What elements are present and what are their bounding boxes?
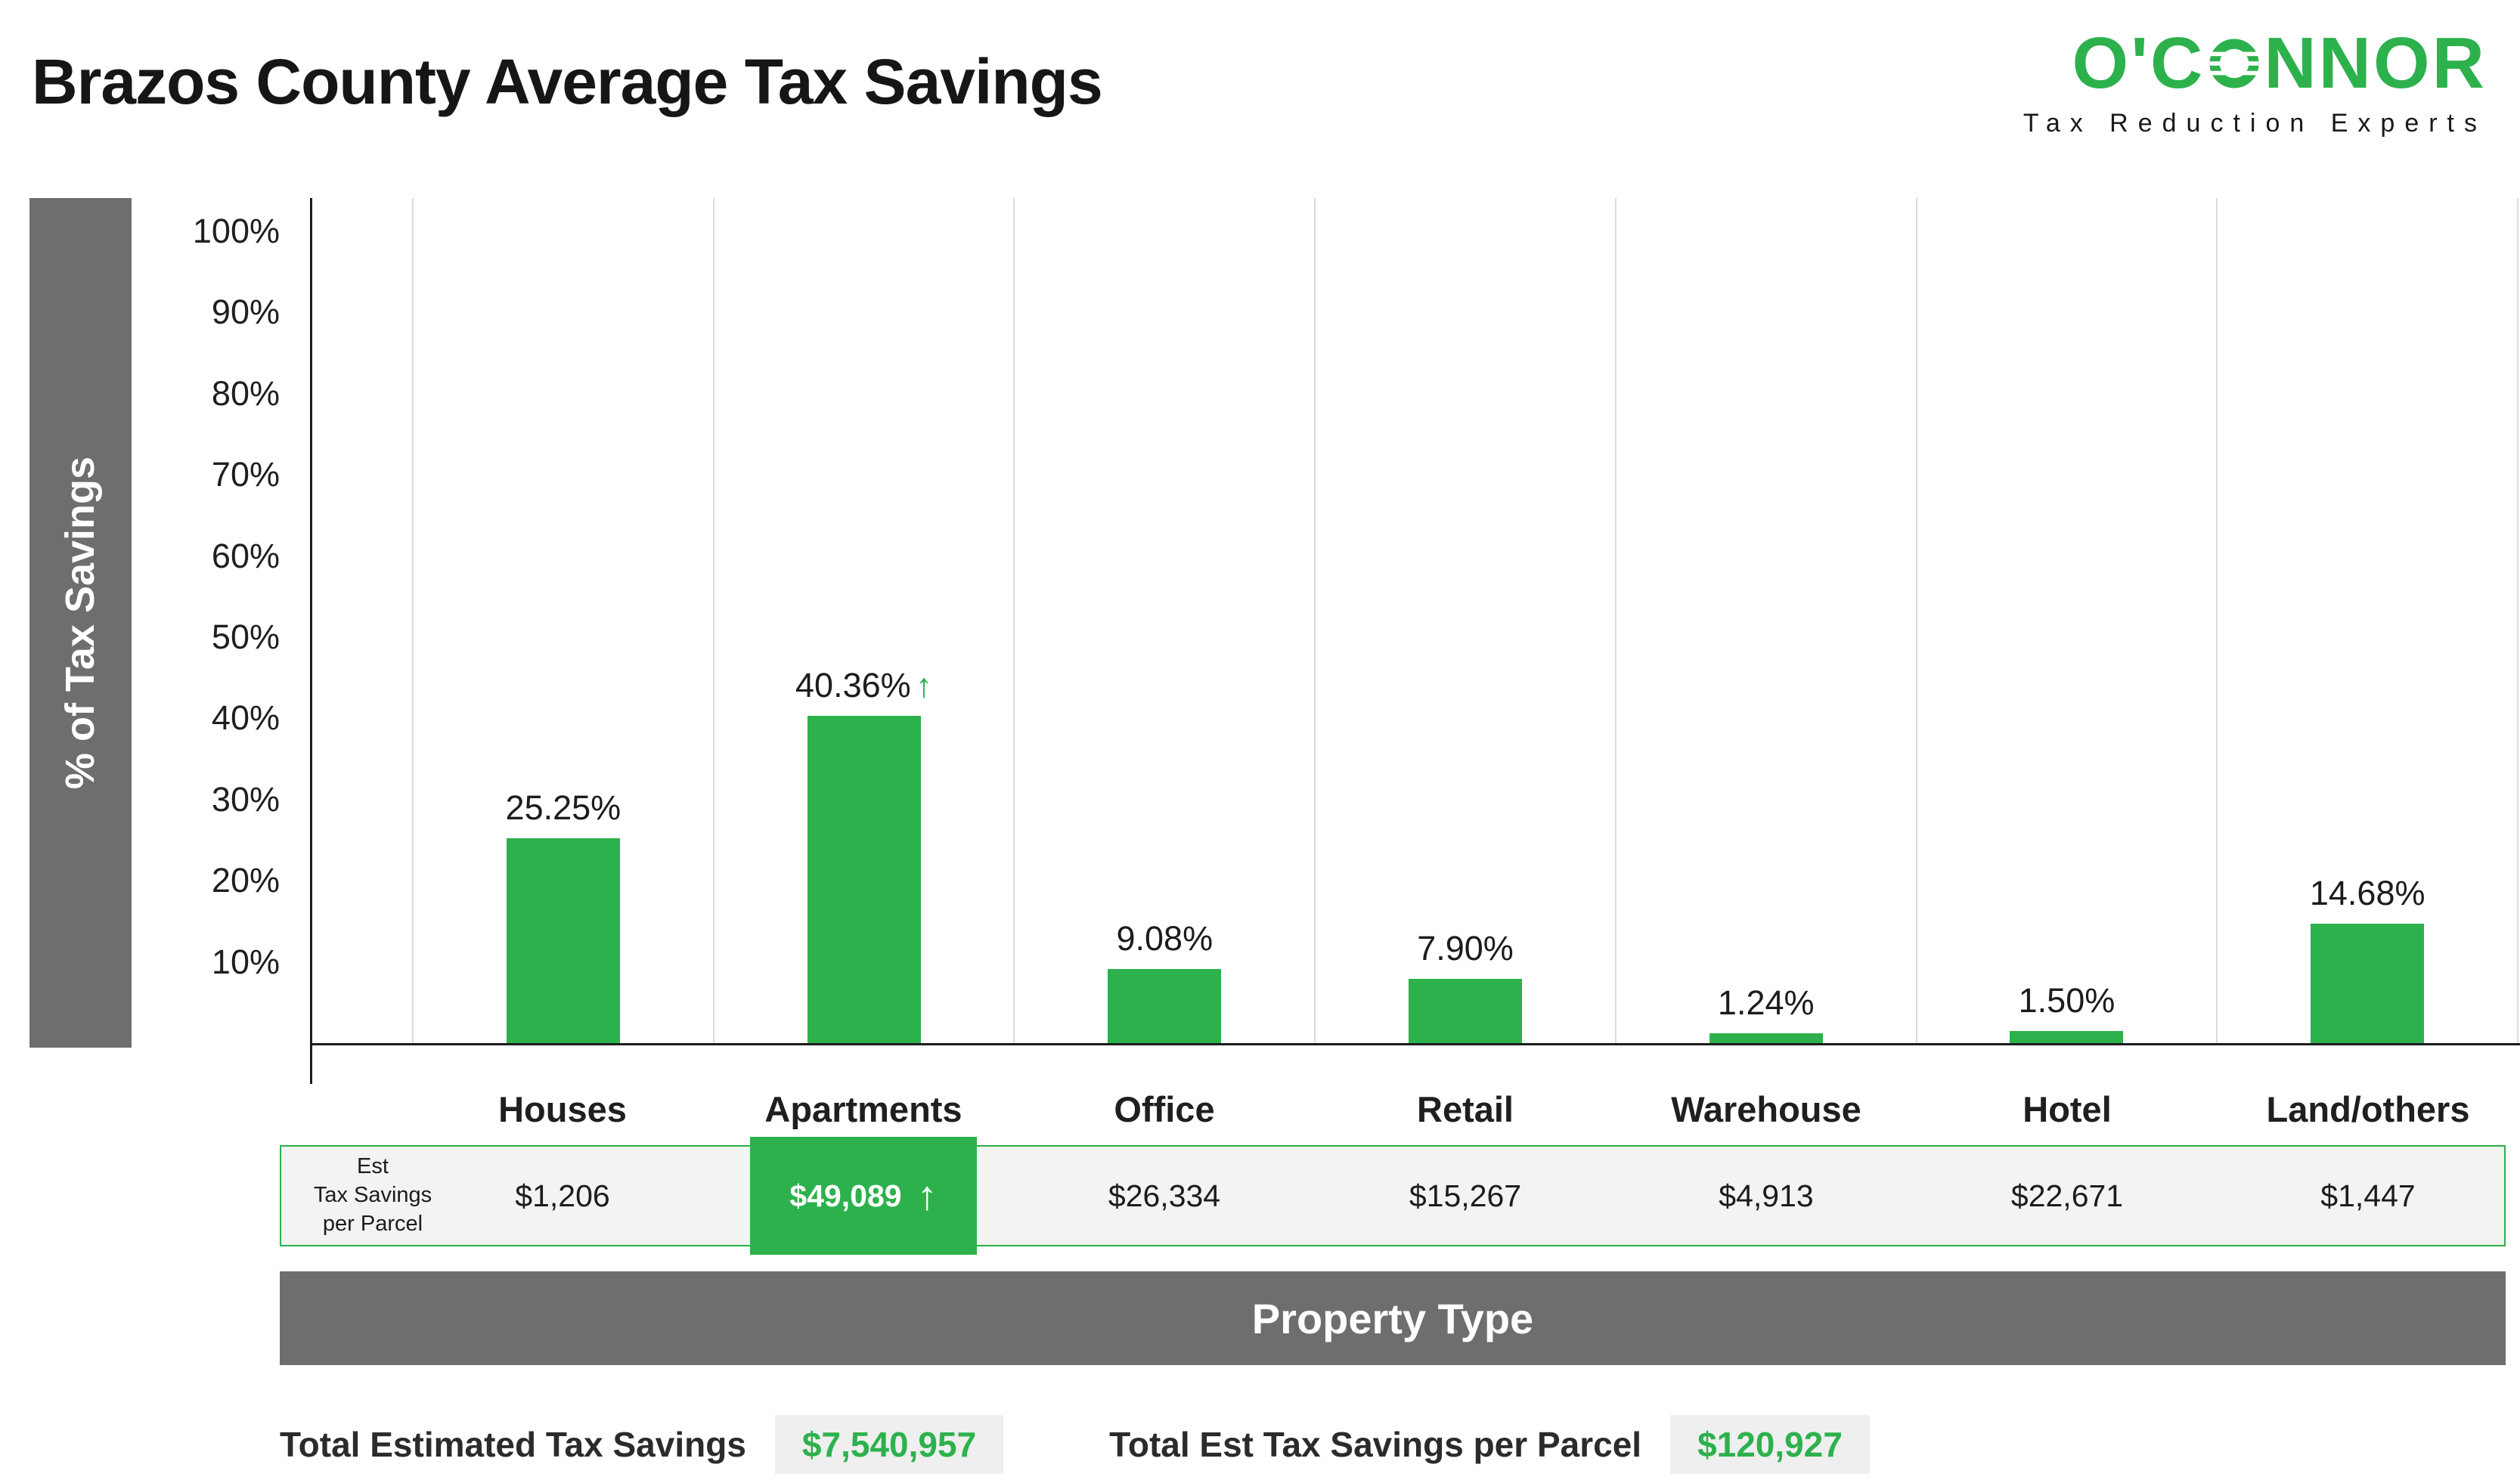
bar-value-text: 9.08% [1116, 919, 1214, 958]
chart-column: 14.68% [2216, 198, 2519, 1043]
y-axis-tick: 80% [211, 374, 280, 413]
chart-column: 40.36% ↑ [712, 198, 1014, 1043]
bar-value-text: 7.90% [1417, 929, 1514, 968]
est-value-text: $49,089 [789, 1178, 902, 1213]
est-value-text: $4,913 [1719, 1178, 1814, 1213]
bar-value-label: 40.36% ↑ [795, 666, 932, 705]
est-value: $1,447 [2218, 1147, 2518, 1245]
category-label: Houses [498, 1089, 627, 1129]
bar-value-label: 1.50% [2019, 981, 2115, 1020]
chart-column: 9.08% [1013, 198, 1314, 1043]
est-value-text: $1,447 [2320, 1178, 2416, 1213]
arrow-up-icon: ↑ [915, 666, 933, 704]
chart-column: 25.25% [412, 198, 713, 1043]
est-label-line: per Parcel [322, 1211, 423, 1236]
bar-value-label: 7.90% [1417, 929, 1514, 968]
y-axis-tick: 20% [211, 861, 280, 899]
y-axis-tick: 30% [211, 780, 280, 819]
totals-row: Total Estimated Tax Savings $7,540,957 T… [280, 1415, 1870, 1474]
category-label: Warehouse [1671, 1089, 1861, 1129]
bar-value-label: 9.08% [1116, 919, 1213, 958]
bar [1108, 969, 1222, 1043]
bar [2010, 1031, 2124, 1043]
x-axis-title-band: Property Type [280, 1271, 2506, 1365]
chart-column: 1.24% [1614, 198, 1916, 1043]
category-label: Retail [1417, 1089, 1514, 1129]
y-axis-tick: 100% [192, 212, 280, 250]
bar-value-text: 40.36% [795, 666, 911, 704]
bar-value-label: 1.24% [1718, 983, 1815, 1023]
bar [1409, 979, 1523, 1043]
y-axis-title: % of Tax Savings [57, 456, 104, 790]
logo-text-pre: O'C [2072, 23, 2205, 104]
bar-value-text: 14.68% [2309, 874, 2425, 912]
bar-value-text: 1.24% [1717, 983, 1815, 1022]
est-label-line: Tax Savings [313, 1183, 432, 1208]
category-label: Hotel [2023, 1089, 2112, 1129]
bar-value-label: 25.25% [506, 788, 621, 828]
logo-wordmark: O'C NNOR [2023, 27, 2487, 100]
chart-column: 7.90% [1314, 198, 1615, 1043]
y-axis-tick: 40% [211, 698, 280, 737]
y-axis-tick: 10% [211, 943, 280, 981]
total-savings-label: Total Estimated Tax Savings [280, 1425, 746, 1464]
bar [506, 838, 620, 1043]
y-axis-tick: 70% [211, 455, 280, 494]
y-axis-tick: 90% [211, 293, 280, 331]
est-value: $22,671 [1917, 1147, 2218, 1245]
bar [807, 716, 921, 1043]
logo-o-icon [2209, 39, 2259, 88]
brand-logo: O'C NNOR Tax Reduction Experts [2023, 27, 2487, 138]
est-value: $1,206 [412, 1147, 713, 1245]
y-axis-tick: 50% [211, 618, 280, 656]
est-savings-row-label: Est Tax Savings per Parcel [286, 1147, 460, 1245]
est-value: $4,913 [1616, 1147, 1917, 1245]
est-value: $26,334 [1014, 1147, 1315, 1245]
chart-column: 1.50% [1915, 198, 2217, 1043]
x-axis-category-labels: Houses Apartments Office Retail Warehous… [412, 1088, 2518, 1130]
total-per-parcel-label: Total Est Tax Savings per Parcel [1109, 1425, 1642, 1464]
page-title: Brazos County Average Tax Savings [32, 46, 1103, 117]
est-value-text: $26,334 [1108, 1178, 1221, 1213]
est-value: $49,089 ↑ [713, 1137, 1014, 1255]
est-value-highlight: $49,089 ↑ [750, 1137, 977, 1255]
est-value-text: $22,671 [2010, 1178, 2124, 1213]
est-value: $15,267 [1315, 1147, 1616, 1245]
est-label-line: Est [357, 1154, 389, 1179]
x-axis-line [310, 1043, 2520, 1045]
plot-area: 25.25% 40.36% ↑ 9.08% 7.90% 1.24% 1.50% 1… [412, 198, 2519, 1043]
bar [1709, 1033, 1823, 1043]
y-axis-title-band: % of Tax Savings [29, 198, 132, 1048]
y-axis-line [310, 198, 312, 1084]
total-savings-value: $7,540,957 [774, 1415, 1004, 1474]
est-value-text: $1,206 [515, 1178, 610, 1213]
total-per-parcel-value: $120,927 [1670, 1415, 1870, 1474]
est-savings-row: Est Tax Savings per Parcel $1,206 $49,08… [280, 1137, 2506, 1255]
arrow-up-icon: ↑ [916, 1173, 938, 1218]
category-label: Office [1114, 1089, 1215, 1129]
logo-text-post: NNOR [2264, 23, 2487, 104]
est-value-text: $15,267 [1409, 1178, 1522, 1213]
logo-tagline: Tax Reduction Experts [2023, 109, 2487, 138]
x-axis-title: Property Type [1251, 1294, 1534, 1342]
bar-value-text: 1.50% [2018, 981, 2115, 1020]
bar-value-label: 14.68% [2310, 874, 2425, 913]
category-label: Land/others [2266, 1089, 2470, 1129]
bar [2311, 924, 2425, 1043]
est-savings-values: $1,206 $49,089 ↑ $26,334 $15,267 $4,913 … [412, 1137, 2518, 1255]
y-axis-tick: 60% [211, 537, 280, 575]
category-label: Apartments [764, 1089, 962, 1129]
bar-value-text: 25.25% [505, 788, 621, 827]
